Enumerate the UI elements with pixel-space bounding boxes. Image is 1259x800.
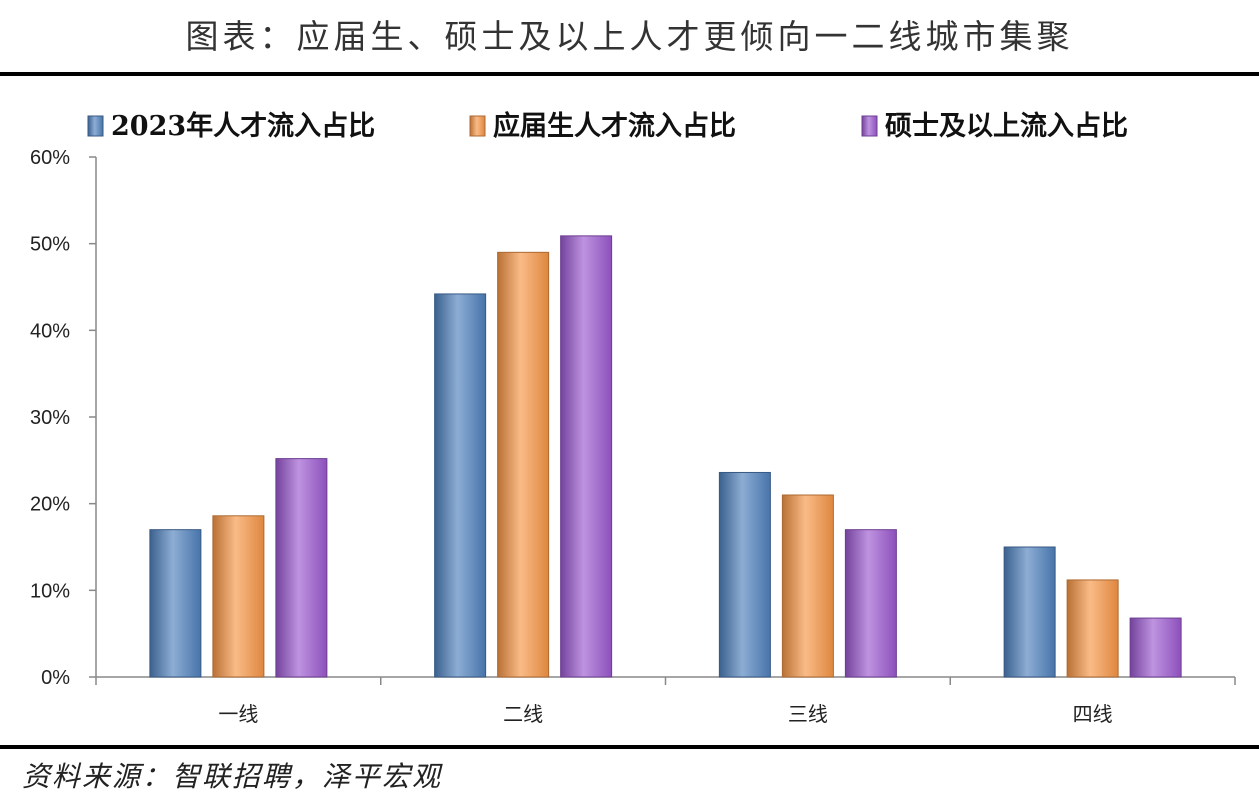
bars [149,235,1182,678]
chart-legend: 2023年人才流入占比 应届生人才流入占比 硕士及以上流入占比 [87,110,1128,142]
y-axis: 0% 10% 20% 30% 40% 50% 60% [30,147,97,689]
bar [275,458,328,678]
y-tick-label: 50% [30,234,70,256]
y-tick-label: 20% [30,494,70,516]
bar [781,494,834,678]
bar [718,471,771,678]
bar [212,515,265,678]
bar-chart: 2023年人才流入占比 应届生人才流入占比 硕士及以上流入占比 0% 10% 20% 30… [30,110,1236,726]
x-category-label: 一线 [218,702,258,726]
source-note: 资料来源：智联招聘，泽平宏观 [22,760,443,793]
bar [497,251,550,678]
x-axis: 一线 二线 三线 四线 [95,676,1236,726]
bar [1003,546,1056,678]
y-tick-label: 10% [30,580,70,602]
y-tick-label: 40% [30,320,70,342]
bar [434,293,487,678]
y-tick-label: 0% [41,667,70,689]
x-category-label: 四线 [1073,702,1113,726]
bar [560,235,613,678]
top-divider [0,72,1259,76]
legend-swatch [469,115,486,137]
x-category-label: 三线 [788,702,828,726]
legend-swatch [87,115,104,137]
bar [149,529,202,678]
legend-label: 硕士及以上流入占比 [885,111,1128,142]
legend-label: 2023年人才流入占比 [111,110,375,142]
chart-title: 图表：应届生、硕士及以上人才更倾向一二线城市集聚 [185,17,1074,56]
bottom-divider [0,745,1259,749]
y-tick-label: 60% [30,147,70,169]
bar [844,529,897,678]
x-category-label: 二线 [503,702,543,726]
bar [1129,617,1182,678]
legend-swatch [861,115,878,137]
bar [1066,579,1119,678]
legend-label: 应届生人才流入占比 [493,110,736,142]
y-tick-label: 30% [30,407,70,429]
